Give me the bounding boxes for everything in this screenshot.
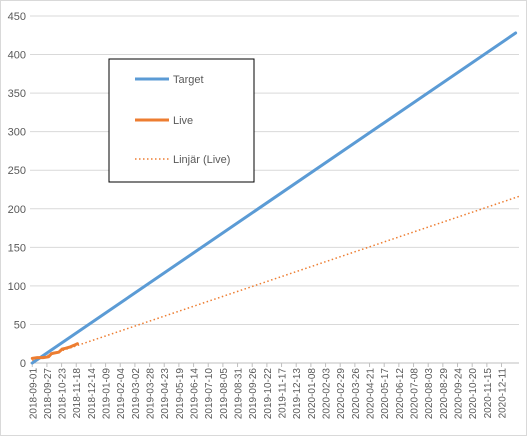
legend-label-target: Target — [173, 74, 204, 86]
x-tick-label: 2018-09-27 — [43, 368, 54, 420]
x-tick-label: 2019-10-22 — [263, 368, 274, 420]
legend-box — [108, 58, 255, 183]
x-tick-label: 2020-07-08 — [410, 368, 421, 420]
x-tick-label: 2019-07-10 — [204, 368, 215, 420]
legend: Target Live Linjär (Live) — [108, 58, 255, 183]
x-tick-label: 2019-12-13 — [292, 368, 303, 420]
x-tick-label: 2020-03-26 — [351, 368, 362, 420]
trendline-linear-live — [32, 195, 520, 362]
y-tick-label: 50 — [14, 319, 26, 331]
x-tick-label: 2019-02-04 — [116, 368, 127, 420]
x-tick-label: 2020-10-20 — [468, 368, 479, 420]
x-tick-label: 2019-08-31 — [234, 368, 245, 420]
series-lines — [30, 31, 520, 365]
legend-label-linear-live: Linjär (Live) — [173, 154, 230, 166]
x-tick-label: 2020-09-24 — [454, 368, 465, 420]
legend-label-live: Live — [173, 115, 193, 127]
x-tick-label: 2020-08-29 — [439, 368, 450, 420]
x-tick-label: 2018-12-14 — [87, 368, 98, 420]
x-tick-label: 2020-05-17 — [380, 368, 391, 420]
x-tick-label: 2020-06-12 — [395, 368, 406, 420]
x-tick-label: 2020-02-03 — [322, 368, 333, 420]
x-tick-label: 2019-04-23 — [160, 368, 171, 420]
x-tick-label: 2020-01-08 — [307, 368, 318, 420]
y-tick-label: 250 — [8, 165, 26, 177]
series-line-live — [30, 342, 79, 360]
x-tick-label: 2019-01-09 — [102, 368, 113, 420]
x-tick-label: 2020-08-03 — [424, 368, 435, 420]
x-tick-label: 2019-03-28 — [146, 368, 157, 420]
y-tick-label: 400 — [8, 50, 26, 62]
x-tick-label: 2019-03-02 — [131, 368, 142, 420]
y-tick-label: 200 — [8, 204, 26, 216]
y-axis-tick-labels: 0 50 100 150 200 250 300 350 400 450 — [8, 11, 26, 370]
y-tick-label: 100 — [8, 281, 26, 293]
y-tick-label: 350 — [8, 88, 26, 100]
gridlines — [30, 15, 519, 325]
x-tick-label: 2020-11-15 — [483, 368, 494, 419]
x-tick-label: 2020-02-29 — [336, 368, 347, 420]
x-tick-label: 2019-11-17 — [278, 368, 289, 419]
x-tick-label: 2020-12-11 — [498, 368, 509, 419]
y-tick-label: 450 — [8, 11, 26, 23]
x-axis: 2018-09-01 2018-09-27 2018-10-23 2018-11-18… — [28, 362, 519, 420]
x-tick-label: 2020-04-21 — [366, 368, 377, 420]
y-tick-label: 300 — [8, 127, 26, 139]
series-line-target — [30, 31, 518, 365]
x-tick-label: 2019-09-26 — [248, 368, 259, 420]
y-tick-label: 0 — [20, 358, 26, 370]
x-tick-label: 2018-09-01 — [28, 368, 39, 420]
y-tick-label: 150 — [8, 242, 26, 254]
x-tick-label: 2019-06-14 — [190, 368, 201, 420]
x-tick-label: 2019-08-05 — [219, 368, 230, 420]
x-tick-label: 2018-11-18 — [72, 368, 83, 419]
x-tick-label: 2019-05-19 — [175, 368, 186, 420]
x-tick-label: 2018-10-23 — [58, 368, 69, 420]
